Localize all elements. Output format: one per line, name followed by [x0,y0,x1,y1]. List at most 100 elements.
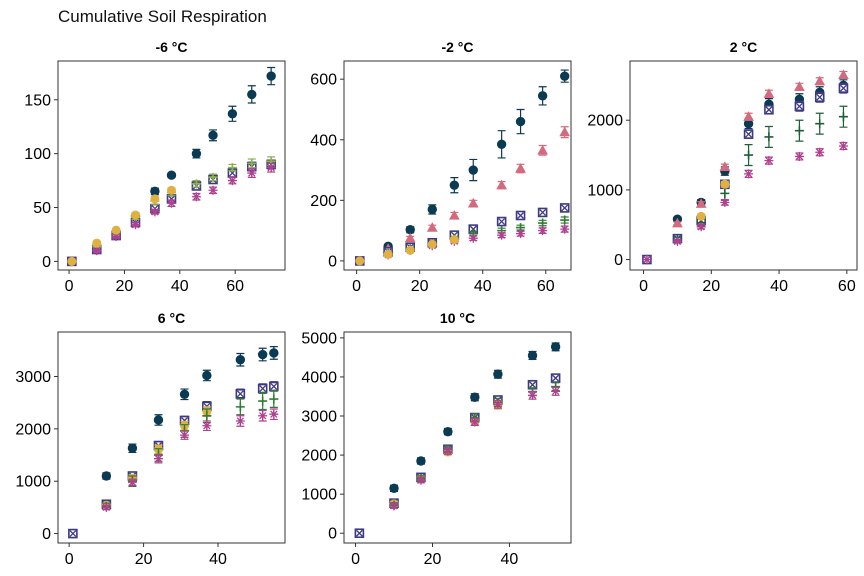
data-point [815,147,825,157]
data-point [763,88,775,98]
panel-title: -6 °C [155,39,187,55]
marker-asterisk [696,222,706,232]
marker-square-x [68,528,78,539]
data-point [247,85,257,104]
y-tick-label: 1000 [301,487,337,504]
data-point [838,82,849,94]
marker-asterisk [92,246,102,256]
data-point [744,144,754,167]
y-tick-label: 0 [42,254,51,271]
data-point [191,148,202,159]
marker-plus [764,132,774,142]
data-point [449,235,459,245]
marker-circle [67,256,77,266]
x-tick-label: 20 [702,278,720,295]
marker-diamond [202,370,212,381]
marker-asterisk [560,224,570,234]
data-point [815,112,825,135]
y-tick-label: 200 [310,193,337,210]
marker-plus [227,163,237,173]
series-circle [696,179,730,221]
marker-asterisk [180,430,190,440]
x-tick-label: 60 [838,278,856,295]
marker-asterisk [468,233,478,243]
data-point [696,211,706,221]
data-point [515,210,526,221]
y-tick-label: 3000 [301,409,337,426]
data-point [127,443,138,454]
marker-asterisk [764,156,774,166]
marker-triangle [467,197,479,208]
marker-diamond [405,225,415,235]
data-point [764,125,774,148]
marker-square-x [496,216,507,227]
marker-square-x [550,373,561,383]
data-point [416,475,426,485]
data-point [468,233,478,243]
x-tick-label: 0 [639,278,648,295]
data-point [269,346,279,360]
data-point [150,207,160,217]
marker-asterisk [528,390,538,400]
marker-triangle [496,179,507,190]
x-tick-label: 20 [424,551,442,568]
data-point [180,430,190,440]
data-point [468,158,478,182]
data-point [101,471,112,481]
panel-title: 10 °C [440,310,475,326]
data-point [470,417,480,427]
marker-diamond [153,415,164,425]
marker-square-x [814,92,825,103]
data-point [794,81,805,91]
marker-circle [427,239,437,249]
x-tick-label: 40 [501,551,519,568]
marker-circle [167,185,176,195]
marker-diamond [550,342,561,352]
data-point [527,350,538,361]
x-tick-label: 0 [65,551,74,568]
marker-square-x [235,388,246,399]
y-tick-label: 1000 [587,182,623,199]
y-tick-label: 100 [24,146,51,163]
data-point [443,426,453,437]
marker-circle [405,245,415,255]
data-point [559,203,570,213]
marker-asterisk [516,229,526,239]
data-point [838,141,848,151]
marker-diamond [427,204,437,215]
data-point [131,220,141,230]
marker-diamond [208,130,218,141]
data-point [720,197,730,207]
marker-asterisk [551,386,561,396]
marker-diamond [266,71,276,81]
marker-asterisk [266,163,276,173]
marker-square-x [794,101,805,112]
data-point [131,210,141,220]
plot-frame [629,60,858,271]
data-point [496,179,507,190]
marker-asterisk [416,475,426,485]
data-point [814,91,825,103]
marker-asterisk [208,185,218,195]
marker-asterisk [101,502,111,512]
marker-triangle [515,162,526,173]
marker-plus [258,396,268,406]
panel-5: 10 °C 0 20 40 0 1000 2000 3000 4000 5000 [301,310,572,568]
data-point [550,342,561,352]
series-asterisk [642,141,848,265]
data-point [743,111,754,121]
data-point [538,226,548,236]
data-point [515,162,526,174]
data-point [266,66,276,86]
y-tick-label: 0 [42,526,51,543]
data-point [470,392,480,402]
marker-plus [838,112,848,122]
marker-asterisk [191,192,201,202]
data-point [127,477,137,487]
marker-circle [355,256,365,266]
panel-title: -2 °C [441,39,473,55]
y-tick-label: 4000 [301,369,337,386]
data-point [416,456,426,466]
